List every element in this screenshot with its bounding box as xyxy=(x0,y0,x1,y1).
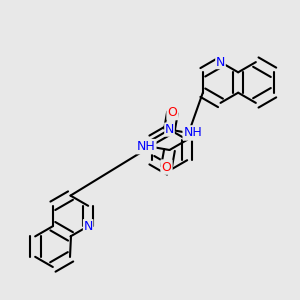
Text: NH: NH xyxy=(184,127,202,140)
Text: NH: NH xyxy=(136,140,155,153)
Text: N: N xyxy=(165,123,174,136)
Text: O: O xyxy=(162,160,171,174)
Text: O: O xyxy=(168,106,177,119)
Text: N: N xyxy=(83,220,93,233)
Text: N: N xyxy=(216,56,225,69)
